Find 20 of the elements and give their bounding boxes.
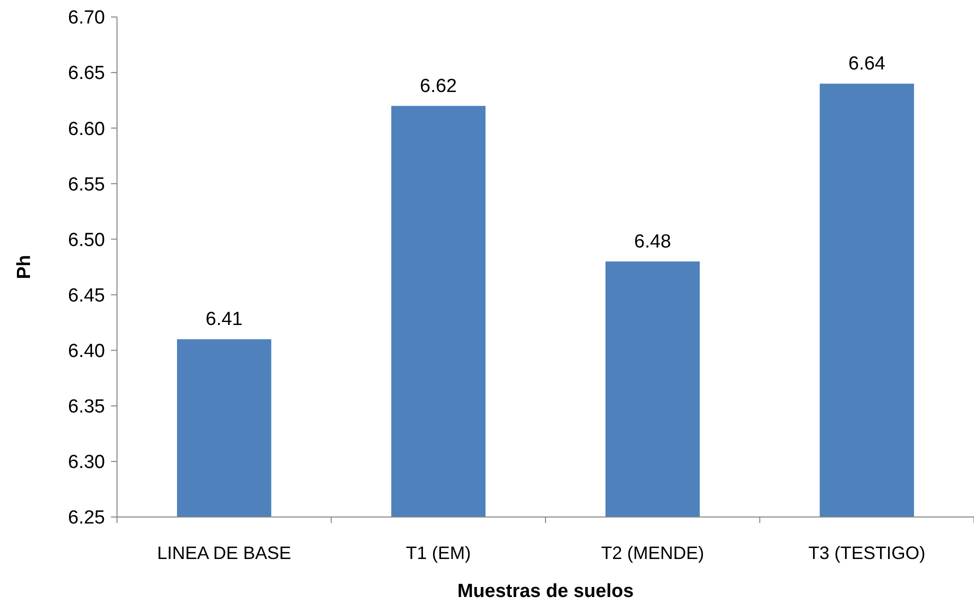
y-tick-label: 6.45	[68, 285, 105, 306]
data-label: 6.48	[634, 231, 672, 252]
data-label: 6.64	[848, 54, 886, 75]
y-tick-label: 6.50	[68, 230, 105, 251]
x-tick-label: T2 (MENDE)	[601, 543, 704, 563]
data-label: 6.62	[420, 76, 457, 97]
x-axis-title: Muestras de suelos	[457, 581, 634, 602]
y-tick-label: 6.25	[68, 508, 105, 529]
y-tick-label: 6.55	[68, 174, 105, 196]
y-tick-label: 6.30	[68, 452, 105, 474]
y-tick-label: 6.60	[68, 118, 105, 140]
y-tick-label: 6.35	[68, 396, 105, 418]
data-label: 6.41	[206, 309, 243, 330]
y-tick-label: 6.70	[68, 8, 105, 29]
y-tick-label: 6.65	[68, 63, 105, 84]
y-tick-label: 6.40	[68, 340, 105, 362]
x-tick-label: T1 (EM)	[406, 543, 471, 563]
y-axis-title: Ph	[14, 254, 35, 280]
x-tick-label: LINEA DE BASE	[157, 543, 292, 563]
x-tick-label: T3 (TESTIGO)	[808, 543, 926, 563]
